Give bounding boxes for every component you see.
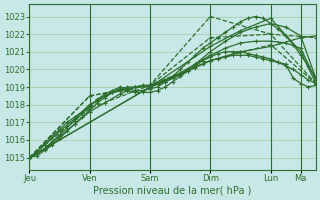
X-axis label: Pression niveau de la mer( hPa ): Pression niveau de la mer( hPa ) xyxy=(93,186,252,196)
